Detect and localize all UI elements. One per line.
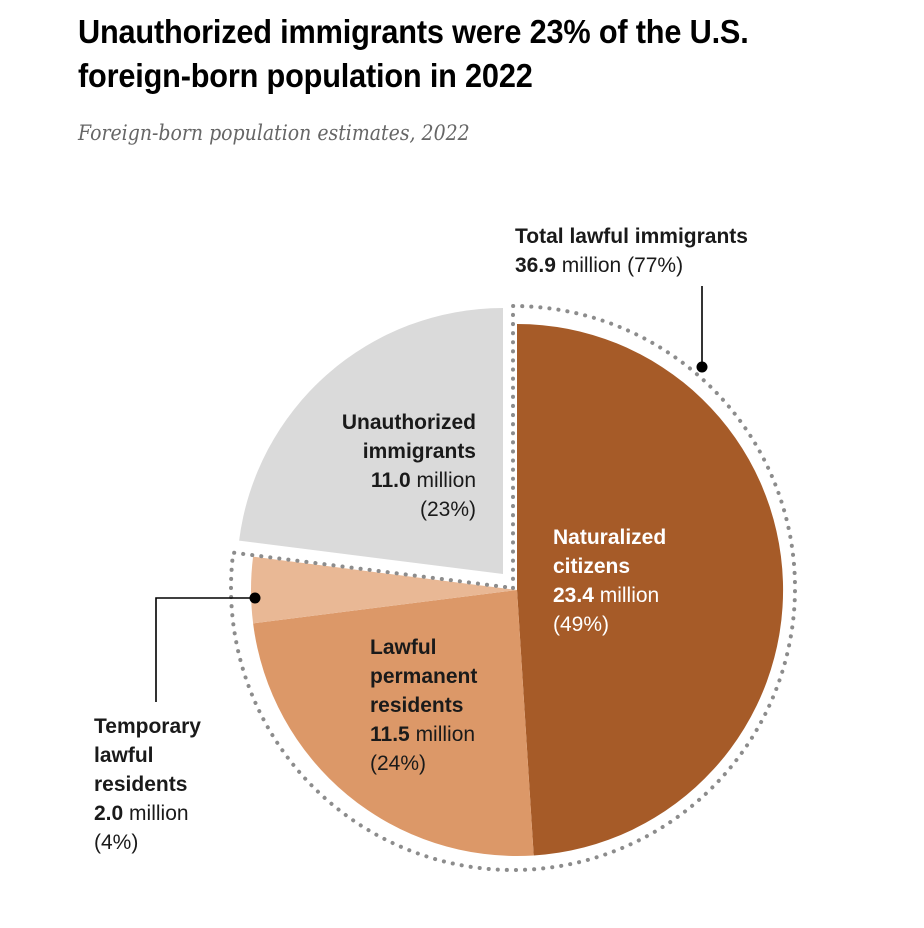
leader-dot-temporary <box>249 592 261 604</box>
label-unauthorized: Unauthorized immigrants 11.0 million (23… <box>280 408 476 524</box>
leader-dot-total-lawful <box>696 361 708 373</box>
chart-title: Unauthorized immigrants were 23% of the … <box>78 13 749 94</box>
label-temporary-name-3: residents <box>94 773 188 796</box>
label-naturalized-pct: (49%) <box>553 613 610 636</box>
label-lawful-permanent-name-2: permanent <box>370 665 478 688</box>
label-total-lawful-value: 36.9 <box>515 254 556 277</box>
label-lawful-permanent: Lawful permanent residents 11.5 million … <box>370 633 477 778</box>
label-unauthorized-name-1: Unauthorized <box>341 411 476 434</box>
label-lawful-permanent-pct: (24%) <box>370 752 427 775</box>
chart-subtitle: Foreign-born population estimates, 2022 <box>78 121 470 145</box>
label-lawful-permanent-value: 11.5 <box>370 723 410 746</box>
label-lawful-permanent-unit: million <box>415 723 476 746</box>
label-total-lawful-pct: (77%) <box>627 254 684 277</box>
leader-line-temporary <box>155 597 254 702</box>
label-naturalized-unit: million <box>599 584 660 607</box>
label-lawful-permanent-name-1: Lawful <box>370 636 437 659</box>
label-temporary-unit: million <box>129 802 189 825</box>
label-naturalized: Naturalized citizens 23.4 million (49%) <box>553 523 666 639</box>
label-temporary-value: 2.0 <box>94 802 124 825</box>
label-temporary-pct: (4%) <box>94 831 139 854</box>
label-temporary-name-1: Temporary <box>94 715 201 738</box>
label-unauthorized-pct: (23%) <box>419 498 476 521</box>
label-naturalized-name-1: Naturalized <box>553 526 667 549</box>
label-naturalized-name-2: citizens <box>553 555 631 578</box>
leader-lines <box>155 286 708 702</box>
label-temporary-name-2: lawful <box>94 744 154 767</box>
label-naturalized-value: 23.4 <box>553 584 594 607</box>
label-total-lawful-unit: million <box>561 254 622 277</box>
label-unauthorized-value: 11.0 <box>370 469 411 492</box>
pie-slice-naturalized-citizens <box>517 324 784 856</box>
pie-slices <box>239 308 784 857</box>
pie-slice-temporary-lawful-residents <box>251 556 518 624</box>
label-temporary: Temporary lawful residents 2.0 million (… <box>94 712 201 857</box>
pie-slice-lawful-permanent-residents <box>253 590 534 857</box>
lawful-group-outline <box>229 303 797 872</box>
label-total-lawful: Total lawful immigrants 36.9 million (77… <box>515 222 748 280</box>
label-lawful-permanent-name-3: residents <box>370 694 464 717</box>
label-unauthorized-name-2: immigrants <box>362 440 476 463</box>
label-unauthorized-unit: million <box>416 469 476 492</box>
pie-slice-unauthorized-immigrants <box>239 308 503 574</box>
label-total-lawful-name: Total lawful immigrants <box>515 225 748 248</box>
